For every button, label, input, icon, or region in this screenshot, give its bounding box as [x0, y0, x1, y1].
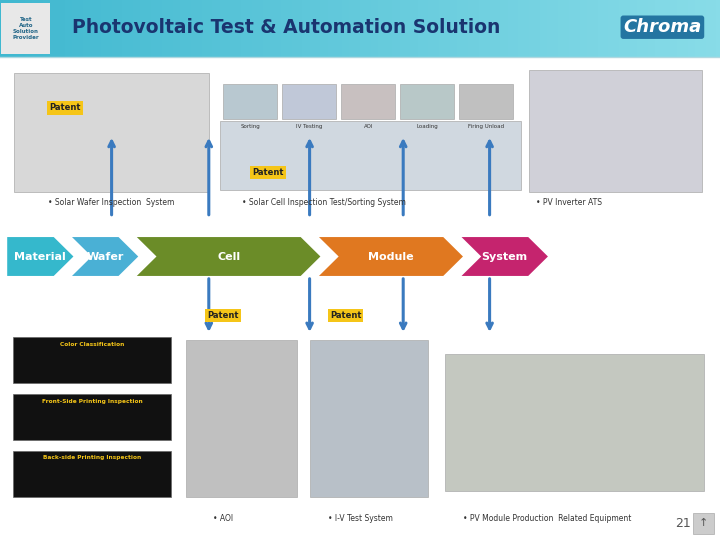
Text: Front-Side Printing Inspection: Front-Side Printing Inspection [42, 399, 143, 403]
Bar [529, 70, 702, 192]
Text: Wafer: Wafer [86, 252, 124, 261]
Text: 21: 21 [675, 517, 691, 530]
Text: • PV Module Production  Related Equipment: • PV Module Production Related Equipment [463, 514, 631, 523]
Polygon shape [72, 237, 138, 276]
Bar [400, 84, 454, 119]
Bar [13, 394, 171, 440]
Text: AOI: AOI [364, 124, 373, 129]
Bar [282, 84, 336, 119]
Text: Patent: Patent [330, 312, 361, 320]
Polygon shape [137, 237, 320, 276]
Bar [310, 340, 428, 497]
Bar [459, 84, 513, 119]
Text: Color Classification: Color Classification [60, 342, 125, 347]
Text: Patent: Patent [207, 312, 239, 320]
Polygon shape [462, 237, 548, 276]
FancyBboxPatch shape [693, 513, 714, 534]
Text: System: System [482, 252, 528, 261]
Text: • Solar Wafer Inspection  System: • Solar Wafer Inspection System [48, 198, 175, 207]
Text: Chroma: Chroma [624, 18, 701, 36]
Text: Cell: Cell [217, 252, 240, 261]
Text: • Solar Cell Inspection Test/Sorting System: • Solar Cell Inspection Test/Sorting Sys… [242, 198, 406, 207]
Polygon shape [319, 237, 463, 276]
Text: Loading: Loading [416, 124, 438, 129]
Bar [445, 354, 704, 491]
Text: Patent: Patent [49, 104, 81, 112]
Text: Firing Unload: Firing Unload [468, 124, 505, 129]
Bar [13, 338, 171, 383]
Text: Back-side Printing Inspection: Back-side Printing Inspection [43, 455, 141, 460]
Bar [223, 84, 277, 119]
Bar [220, 121, 521, 190]
Polygon shape [7, 237, 73, 276]
Text: • AOI: • AOI [213, 514, 233, 523]
Text: Test
Auto
Solution
Provider: Test Auto Solution Provider [13, 17, 39, 39]
Bar [14, 73, 209, 192]
Text: Module: Module [368, 252, 414, 261]
Text: • PV Inverter ATS: • PV Inverter ATS [536, 198, 602, 207]
Text: ↑: ↑ [698, 518, 708, 528]
Bar [341, 84, 395, 119]
Text: Sorting: Sorting [240, 124, 260, 129]
Text: Patent: Patent [252, 168, 284, 177]
Text: • I-V Test System: • I-V Test System [328, 514, 392, 523]
Text: Photovoltaic Test & Automation Solution: Photovoltaic Test & Automation Solution [72, 18, 500, 37]
Text: Material: Material [14, 252, 66, 261]
Text: IV Testing: IV Testing [296, 124, 323, 129]
Bar [13, 451, 171, 497]
FancyBboxPatch shape [1, 3, 50, 54]
Bar [186, 340, 297, 497]
